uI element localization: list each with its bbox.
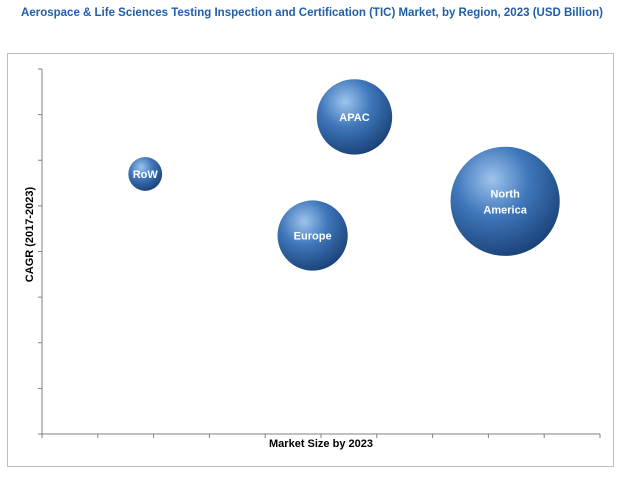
bubble-row <box>128 157 163 191</box>
bubble-label-north-america: North America <box>483 188 527 216</box>
chart-title: Aerospace & Life Sciences Testing Inspec… <box>21 7 603 19</box>
bubble-label-apac: APAC <box>339 112 369 124</box>
chart-bubbles: RoW Europe APAC North America <box>128 79 560 271</box>
x-axis-label: Market Size by 2023 <box>269 438 373 450</box>
chart-frame <box>7 53 614 467</box>
y-axis-label: CAGR (2017-2023) <box>24 186 36 282</box>
bubble-label-europe: Europe <box>294 231 332 243</box>
chart-axes <box>38 68 601 438</box>
bubble-north-america <box>450 146 560 256</box>
bubble-apac <box>316 79 393 155</box>
bubble-label-row: RoW <box>133 169 159 181</box>
bubble-europe <box>277 200 348 271</box>
